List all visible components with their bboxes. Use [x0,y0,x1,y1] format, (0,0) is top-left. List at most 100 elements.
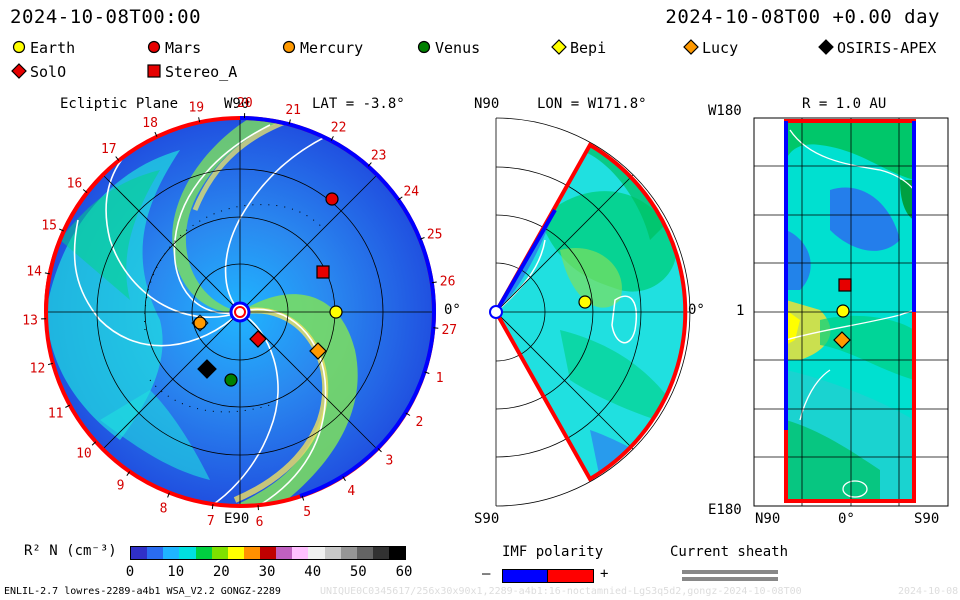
rotation-tick-label: 10 [76,447,92,462]
sheath-title: Current sheath [670,544,789,560]
footer-run-info: UNIQUE0C0345617/256x30x90x1,2289-a4b1:16… [320,586,802,597]
imf-plus: + [600,566,609,582]
rotation-tick-mark [198,117,201,123]
meridional-bottom-label: S90 [474,511,500,527]
colorbar-segment [131,547,148,559]
rotation-tick-mark [367,162,372,167]
mercury-marker [193,316,207,330]
ecliptic-right-label: 0° [444,302,461,318]
rotation-tick-label: 18 [142,116,158,131]
legend-label-earth: Earth [30,39,75,57]
rotation-tick-mark [58,228,64,232]
meridional-top-label: N90 [474,96,500,112]
venus-marker [224,373,238,387]
rotation-tick-label: 14 [26,265,42,280]
colorbar-tick-label: 0 [126,564,134,580]
earth-marker-icon [12,40,26,54]
rotation-tick-label: 26 [440,274,456,289]
ecliptic-top-label: W90 [224,96,250,112]
rotation-tick-label: 5 [303,505,311,520]
rotation-tick-label: 13 [22,313,38,328]
rotation-tick-label: 25 [427,227,443,242]
colorbar-segment [260,547,277,559]
stereo-a-marker-icon [147,64,161,78]
colorbar-label: R² N (cm⁻³) [24,543,117,559]
rotation-tick-label: 16 [67,177,83,192]
rotation-tick-label: 6 [256,515,264,530]
colorbar-segment [163,547,180,559]
colorbar-segment [372,547,389,559]
radial-bottom-left-label: E180 [708,502,742,518]
colorbar-segment [211,547,228,559]
colorbar-segment [195,547,212,559]
lucy-marker-radial [833,331,851,349]
colorbar-segment [340,547,357,559]
legend-label-bepi: Bepi [570,39,606,57]
rotation-tick-label: 3 [385,454,393,469]
rotation-tick-mark [91,441,97,446]
rotation-tick-label: 20 [237,96,253,111]
rotation-tick-mark [398,196,403,201]
rotation-tick-label: 2 [415,415,423,430]
colorbar-segment [147,547,164,559]
earth-marker [329,305,343,319]
rotation-tick-label: 4 [347,484,355,499]
colorbar-ticks: 0 10 20 30 40 50 60 [126,564,413,580]
rotation-tick-label: 24 [403,185,419,200]
meridional-right-label: 0° [688,302,705,318]
rotation-tick-label: 12 [30,362,46,377]
rotation-tick-label: 21 [285,103,301,118]
radial-title: R = 1.0 AU [802,96,887,112]
footer-model-info: ENLIL-2.7 lowres-2289-a4b1 WSA_V2.2 GONG… [4,586,281,597]
rotation-tick-label: 8 [160,502,168,517]
legend-venus: Venus [417,39,480,57]
density-colorbar [130,546,406,560]
colorbar-tick-label: 30 [259,564,276,580]
rotation-tick-label: 19 [188,101,204,116]
mercury-marker-icon [282,40,296,54]
legend-label-venus: Venus [435,39,480,57]
solo-marker [249,330,267,348]
rotation-tick-mark [126,471,131,476]
earth-marker-radial [836,304,850,318]
ecliptic-title: Ecliptic Plane [60,96,179,112]
lucy-marker-icon [683,39,699,55]
rotation-tick-mark [431,281,437,284]
legend-label-solo: SolO [30,63,66,81]
rotation-tick-label: 22 [331,121,347,136]
mars-marker-icon [147,40,161,54]
legend-solo: SolO [11,63,66,81]
rotation-tick-mark [82,189,88,193]
radial-bottom-label-s: S90 [914,511,940,527]
rotation-tick-mark [330,136,334,141]
colorbar-segment [356,547,373,559]
imf-minus: – [482,566,491,582]
legend-mercury: Mercury [282,39,363,57]
legend-earth: Earth [12,39,75,57]
rotation-tick-mark [288,119,291,125]
radial-bottom-label-zero: 0° [838,511,855,527]
timestamp-right: 2024-10-08T00 +0.00 day [665,6,940,28]
colorbar-tick-label: 20 [213,564,230,580]
rotation-tick-mark [211,504,214,510]
mars-marker [325,192,339,206]
colorbar-tick-label: 50 [350,564,367,580]
legend-label-stereo-a: Stereo_A [165,63,237,81]
rotation-tick-label: 7 [207,514,215,529]
sheath-line-2 [682,577,778,581]
legend-bepi: Bepi [551,39,606,57]
radial-mid-left-label: 1 [736,303,745,319]
rotation-tick-mark [44,272,50,275]
colorbar-segment [389,547,406,559]
footer-run-date: 2024-10-08 [898,586,959,597]
rotation-tick-mark [154,131,158,137]
colorbar-segment [276,547,293,559]
colorbar-segment [243,547,260,559]
legend-label-mercury: Mercury [300,39,363,57]
rotation-tick-label: 15 [41,218,57,233]
colorbar-segment [292,547,309,559]
imf-title: IMF polarity [502,544,604,560]
colorbar-tick-label: 40 [304,564,321,580]
rotation-tick-mark [47,362,54,366]
